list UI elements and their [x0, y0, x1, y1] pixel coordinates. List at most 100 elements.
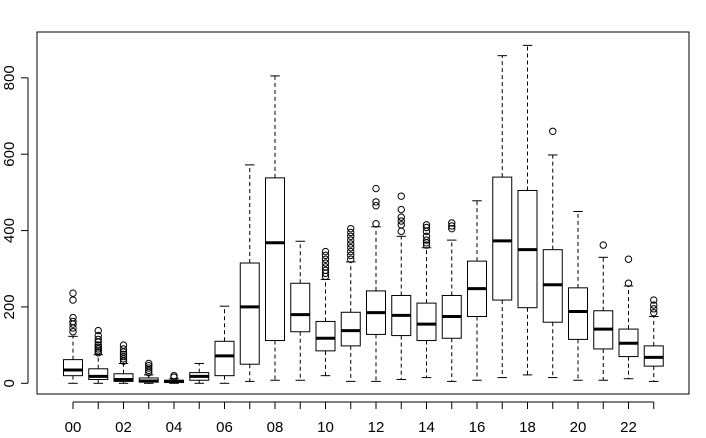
outlier-point [321, 251, 330, 260]
outlier-point [422, 232, 431, 240]
box-15 [441, 219, 462, 382]
outlier-point [321, 247, 330, 256]
y-tick-label: 400 [1, 218, 18, 243]
outlier-point [347, 247, 355, 256]
box-11 [340, 224, 361, 382]
outlier-point [650, 305, 658, 313]
x-tick-label: 10 [317, 419, 334, 436]
boxes-group [63, 44, 664, 384]
box-08 [265, 75, 285, 381]
box-iqr [492, 176, 513, 301]
x-tick-label: 16 [469, 419, 486, 436]
box-17 [492, 55, 513, 379]
x-tick-label: 14 [418, 419, 435, 436]
outlier-point [599, 241, 607, 249]
box-13 [391, 192, 412, 380]
box-iqr [340, 311, 361, 347]
box-iqr [214, 340, 235, 377]
outlier-point [94, 349, 102, 357]
outlier-point [321, 259, 330, 267]
outlier-point [347, 228, 355, 237]
outlier-point [69, 289, 77, 297]
y-tick-label: 0 [1, 379, 18, 387]
outlier-point [321, 255, 330, 263]
outlier-point [372, 198, 380, 206]
outlier-point [397, 205, 405, 214]
outlier-point [119, 352, 128, 361]
box-iqr [315, 320, 336, 352]
outlier-point [448, 219, 456, 227]
box-06 [214, 305, 235, 384]
box-10 [315, 247, 336, 377]
outlier-point [397, 227, 405, 236]
x-tick-label: 00 [65, 419, 82, 436]
outlier-point [119, 341, 128, 349]
x-axis: 00 02 04 06 08 10 12 14 16 18 20 22 [65, 401, 655, 436]
outlier-point [650, 308, 658, 317]
outlier-point [549, 127, 557, 135]
outlier-point [347, 224, 355, 233]
box-00 [63, 289, 83, 384]
box-18 [517, 44, 538, 376]
x-tick-label: 18 [519, 419, 536, 436]
outlier-point [397, 217, 405, 225]
outlier-point [422, 241, 431, 249]
outlier-point [347, 255, 355, 263]
x-tick-label: 20 [570, 419, 587, 436]
outlier-point [372, 219, 380, 228]
outlier-point [347, 240, 355, 248]
outlier-point [650, 301, 658, 309]
outlier-point [321, 263, 330, 271]
outlier-point [650, 296, 658, 304]
outlier-point [347, 251, 355, 260]
x-tick-label: 08 [267, 419, 284, 436]
outlier-point [94, 335, 102, 344]
box-iqr [239, 262, 260, 365]
outlier-point [397, 192, 405, 200]
outlier-point [145, 359, 153, 368]
outlier-point [448, 224, 456, 233]
outlier-point [347, 236, 355, 244]
outlier-point [94, 347, 102, 355]
box-iqr [113, 373, 134, 382]
outlier-point [347, 232, 355, 240]
x-tick-label: 02 [115, 419, 132, 436]
x-tick-label: 06 [216, 419, 233, 436]
y-tick-label: 200 [1, 294, 18, 319]
outlier-point [422, 223, 431, 232]
box-22 [618, 255, 639, 380]
box-iqr [265, 177, 285, 342]
x-tick-label: 04 [166, 419, 183, 436]
box-iqr [416, 302, 437, 342]
outlier-point [448, 222, 456, 230]
box-02 [113, 341, 134, 384]
box-iqr [568, 287, 588, 340]
outlier-point [397, 213, 405, 221]
plot-frame [36, 31, 690, 395]
outlier-point [397, 221, 405, 229]
outlier-point [321, 266, 330, 274]
outlier-point [145, 362, 153, 370]
outlier-point [69, 313, 77, 322]
outlier-point [422, 221, 431, 229]
box-12 [366, 184, 386, 382]
y-tick-label: 600 [1, 142, 18, 167]
y-axis: 0 200 400 600 800 [1, 65, 29, 387]
box-23 [643, 296, 664, 382]
box-07 [239, 164, 260, 382]
x-tick-label: 12 [368, 419, 385, 436]
outlier-point [422, 236, 431, 244]
box-16 [467, 200, 487, 381]
outlier-point [372, 184, 380, 193]
outlier-point [119, 350, 128, 358]
outlier-point [69, 317, 77, 326]
box-iqr [290, 282, 311, 333]
y-tick-label: 800 [1, 65, 18, 90]
box-21 [593, 241, 614, 381]
outlier-point [170, 371, 178, 380]
box-09 [290, 240, 311, 381]
outlier-point [69, 296, 77, 304]
outlier-point [94, 326, 102, 335]
outlier-point [119, 345, 128, 353]
